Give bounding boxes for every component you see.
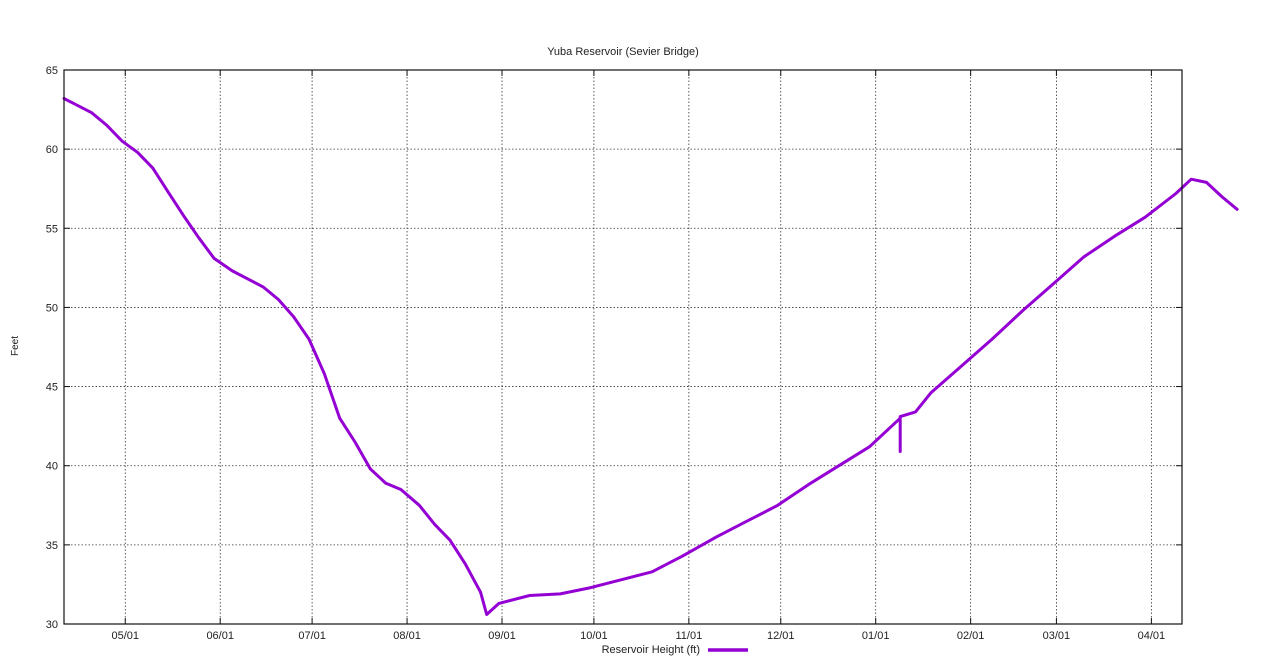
x-tick-label: 03/01	[1043, 630, 1071, 642]
legend-label: Reservoir Height (ft)	[602, 644, 700, 656]
y-tick-label: 40	[46, 461, 58, 473]
plot-frame	[63, 69, 1183, 625]
y-tick-label: 35	[46, 540, 58, 552]
x-tick-label: 01/01	[862, 630, 890, 642]
x-tick-label: 09/01	[488, 630, 516, 642]
x-tick-label: 05/01	[111, 630, 139, 642]
y-tick-label: 50	[46, 302, 58, 314]
x-tick-label: 06/01	[206, 630, 234, 642]
x-tick-label: 04/01	[1138, 630, 1166, 642]
series-line-reservoir-height	[62, 97, 1239, 616]
x-tick-label: 11/01	[675, 630, 702, 642]
x-tick-label: 08/01	[393, 630, 421, 642]
chart-title: Yuba Reservoir (Sevier Bridge)	[547, 46, 699, 58]
grid	[64, 69, 1182, 625]
x-tick-label: 02/01	[957, 630, 985, 642]
x-tick-label: 12/01	[767, 630, 795, 642]
y-tick-label: 45	[46, 382, 58, 394]
series-layer	[62, 97, 1239, 616]
y-axis-label: Feet	[10, 336, 21, 356]
x-tick-label: 07/01	[298, 630, 326, 642]
y-tick-label: 65	[46, 65, 58, 77]
x-tick-label: 10/01	[580, 630, 608, 642]
y-tick-label: 55	[46, 223, 58, 235]
axes: 30 35 40 45 50 55 60 65 05/01 06/01 07/01 08/01 09/0…	[46, 65, 1182, 642]
legend: Reservoir Height (ft)	[602, 644, 748, 656]
y-tick-label: 30	[46, 619, 58, 631]
y-tick-label: 60	[46, 144, 58, 156]
